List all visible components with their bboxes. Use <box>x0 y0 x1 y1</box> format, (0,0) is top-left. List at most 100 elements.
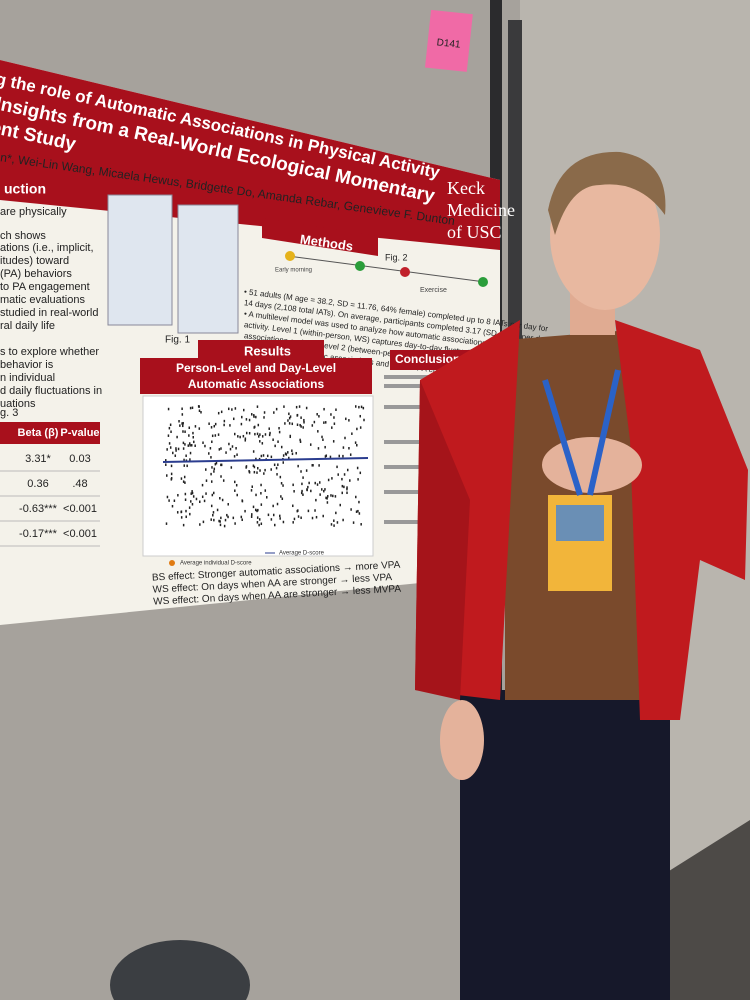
plot-point <box>358 500 360 504</box>
plot-point <box>308 481 310 485</box>
plot-point <box>282 484 284 487</box>
plot-point <box>190 444 193 447</box>
plot-point <box>210 504 213 508</box>
plot-point <box>313 420 316 424</box>
plot-point <box>177 447 180 451</box>
plot-point <box>188 426 191 430</box>
plot-point <box>251 513 253 516</box>
plot-point <box>322 514 324 518</box>
plot-point <box>244 439 247 442</box>
plot-point <box>280 445 283 449</box>
plot-point <box>227 407 230 411</box>
plot-point <box>234 480 236 484</box>
plot-point <box>256 516 259 519</box>
plot-point <box>264 433 267 436</box>
sign-card: D141 <box>424 9 473 72</box>
plot-point <box>218 448 221 451</box>
plot-point <box>211 493 214 497</box>
plot-point <box>288 412 290 416</box>
plot-point <box>182 421 184 425</box>
plot-point <box>191 490 193 493</box>
plot-point <box>237 435 239 438</box>
plot-point <box>255 415 257 419</box>
plot-point <box>285 453 288 456</box>
plot-point <box>333 524 335 527</box>
plot-point <box>288 416 291 420</box>
plot-point <box>263 416 265 419</box>
plot-point <box>256 405 259 408</box>
plot-point <box>266 496 268 499</box>
plot-point <box>220 463 223 467</box>
plot-point <box>257 466 259 470</box>
plot-point <box>287 419 289 422</box>
plot-point <box>241 415 243 419</box>
plot-point <box>183 475 186 479</box>
plot-point <box>346 486 348 489</box>
plot-point <box>172 451 174 455</box>
plot-point <box>256 471 258 474</box>
plot-point <box>324 455 327 458</box>
timeline-label: Early morning <box>275 268 312 274</box>
table-body: 3.31* 0.03 0.36 .48 -0.63*** <0.001 -0.17*** <0… <box>0 453 100 547</box>
plot-point <box>183 464 186 467</box>
plot-point <box>345 417 347 421</box>
person <box>415 151 748 1000</box>
plot-point <box>194 444 196 447</box>
plot-point <box>242 434 245 438</box>
plot-point <box>185 454 187 458</box>
plot-point <box>167 407 170 411</box>
plot-point <box>188 442 191 445</box>
plot-point <box>289 415 292 418</box>
plot-point <box>316 413 318 416</box>
plot-point <box>191 491 194 495</box>
plot-point <box>270 518 273 521</box>
plot-point <box>191 502 194 506</box>
timeline-dot <box>355 261 365 271</box>
plot-point <box>219 520 221 523</box>
plot-point <box>175 447 177 450</box>
plot-point <box>358 512 361 515</box>
plot-point <box>228 442 230 446</box>
plot-point <box>235 447 237 450</box>
trousers <box>460 690 670 1000</box>
plot-point <box>176 435 178 439</box>
section-bar <box>262 218 378 256</box>
plot-point <box>260 492 262 495</box>
plot-point <box>315 498 317 502</box>
plot-point <box>213 467 216 471</box>
section-heading: uction <box>4 181 46 197</box>
plot-point <box>277 463 279 466</box>
phone-screenshot <box>177 204 239 334</box>
plot-point <box>258 523 260 527</box>
plot-point <box>264 468 266 472</box>
plot-point <box>359 471 362 475</box>
plot-point <box>302 476 304 479</box>
plot-point <box>166 448 168 451</box>
plot-point <box>284 452 287 455</box>
plot-point <box>319 481 321 484</box>
plot-point <box>326 497 328 500</box>
plot-point <box>311 464 313 467</box>
plot-point <box>257 508 259 512</box>
plot-point <box>234 432 236 436</box>
plot-point <box>337 473 339 476</box>
plot-point <box>282 520 285 524</box>
section-heading: Conclusion <box>395 352 460 366</box>
plot-point <box>210 480 213 483</box>
plot-point <box>259 433 261 436</box>
plot-point <box>202 441 204 444</box>
plot-point <box>275 466 278 470</box>
plot-point <box>200 411 202 414</box>
plot-point <box>299 438 301 442</box>
plot-point <box>288 456 290 460</box>
plot-point <box>188 506 191 509</box>
plot-point <box>278 430 281 434</box>
plot-point <box>348 419 350 422</box>
plot-point <box>205 479 208 482</box>
plot-point <box>363 418 365 422</box>
plot-point <box>323 489 325 493</box>
plot-point <box>224 518 227 522</box>
plot-point <box>282 454 285 457</box>
plot-point <box>274 444 276 448</box>
plot-point <box>341 484 344 488</box>
